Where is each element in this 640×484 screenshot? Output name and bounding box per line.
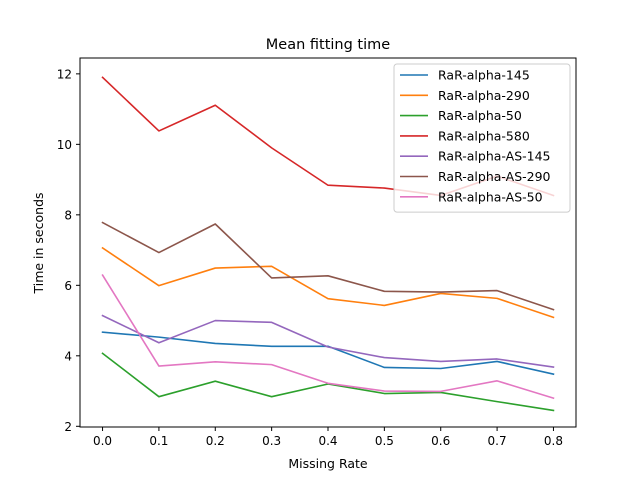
x-axis-label: Missing Rate <box>288 456 368 471</box>
legend-label-3: RaR-alpha-50 <box>438 108 522 123</box>
legend-label-5: RaR-alpha-AS-145 <box>438 149 551 164</box>
x-tick-label: 0.0 <box>93 434 112 448</box>
y-tick-label: 8 <box>64 208 72 222</box>
y-axis: 2 4 6 8 10 12 <box>57 67 80 434</box>
legend-label-4: RaR-alpha-580 <box>438 128 530 143</box>
x-axis: 0.0 0.1 0.2 0.3 0.4 0.5 0.6 0.7 0.8 <box>93 427 563 448</box>
x-tick-label: 0.8 <box>544 434 563 448</box>
legend-label-7: RaR-alpha-AS-50 <box>438 189 543 204</box>
x-tick-label: 0.7 <box>488 434 507 448</box>
legend-label-1: RaR-alpha-145 <box>438 68 530 83</box>
plot-lines <box>101 76 555 412</box>
y-tick-label: 2 <box>64 420 72 434</box>
x-tick-label: 0.6 <box>431 434 450 448</box>
y-tick-label: 4 <box>64 349 72 363</box>
legend: RaR-alpha-145 RaR-alpha-290 RaR-alpha-50 Ra… <box>393 63 571 213</box>
x-tick-label: 0.3 <box>262 434 281 448</box>
x-tick-label: 0.1 <box>149 434 168 448</box>
x-tick-label: 0.2 <box>206 434 225 448</box>
x-tick-label: 0.4 <box>318 434 337 448</box>
y-tick-label: 6 <box>64 279 72 293</box>
legend-label-2: RaR-alpha-290 <box>438 88 530 103</box>
legend-box <box>393 63 571 213</box>
x-tick-label: 0.5 <box>375 434 394 448</box>
y-tick-label: 12 <box>57 67 72 81</box>
y-axis-label: Time in seconds <box>31 192 46 294</box>
series-line-6 <box>101 221 555 311</box>
legend-label-6: RaR-alpha-AS-290 <box>438 169 551 184</box>
series-line-2 <box>101 246 555 319</box>
y-tick-label: 10 <box>57 138 72 152</box>
chart-title: Mean fitting time <box>266 37 390 53</box>
series-line-7 <box>101 273 555 400</box>
series-line-5 <box>101 314 555 368</box>
